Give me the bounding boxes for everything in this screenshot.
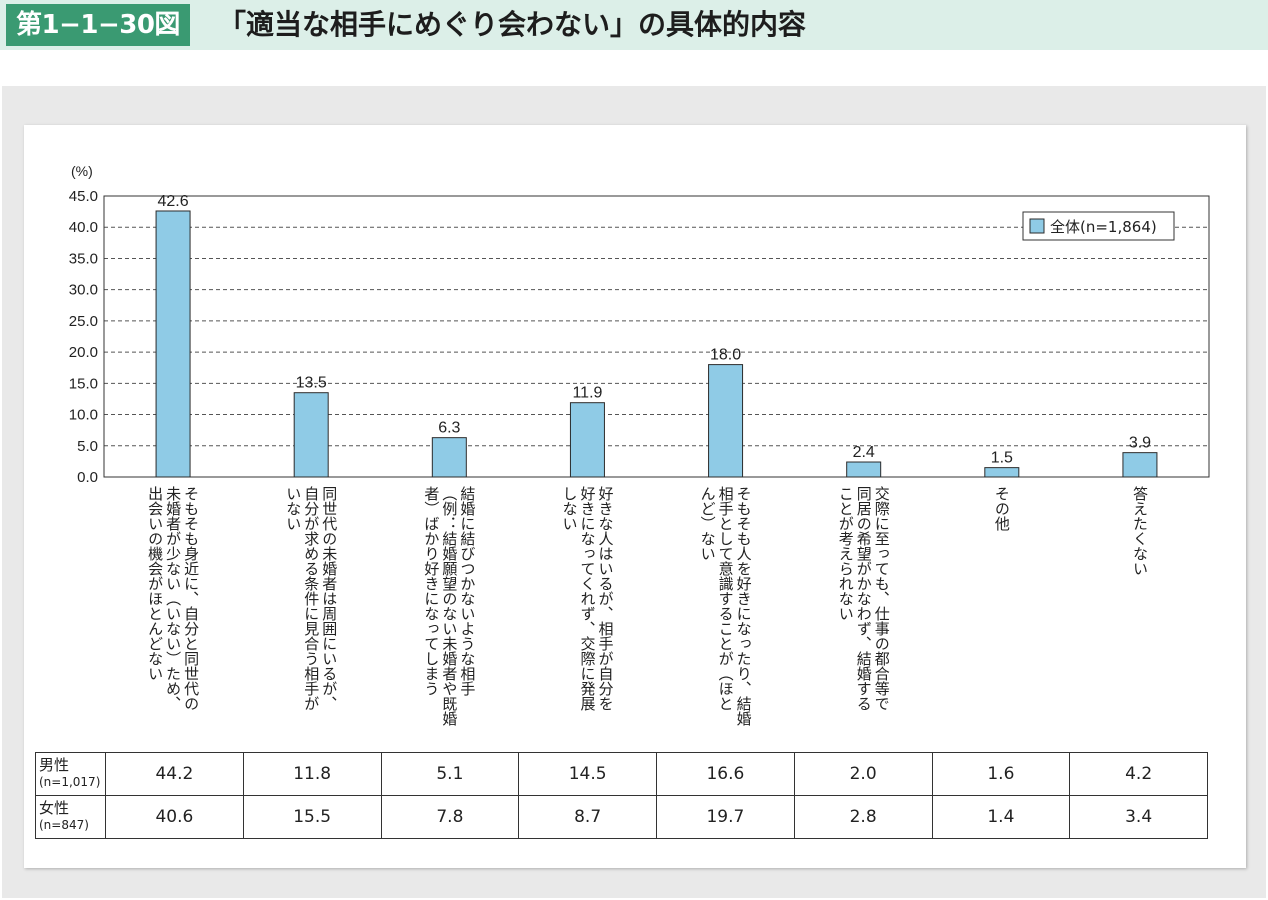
- category-label: その他: [993, 486, 1011, 532]
- breakdown-table: 男性 (n=1,017) 44.2 11.8 5.1 14.5 16.6 2.0 1.6 4.2 女…: [35, 752, 1208, 839]
- bar: [846, 461, 882, 478]
- y-tick-label: 20.0: [69, 344, 98, 361]
- table-cell: 5.1: [380, 752, 520, 796]
- category-label: （例：結婚願望のない未婚者や既婚: [440, 486, 458, 726]
- category-label: 出会いの機会がほとんどない: [146, 486, 164, 681]
- table-cell: 11.8: [242, 752, 382, 796]
- bar: [155, 210, 191, 478]
- y-tick-label: 30.0: [69, 282, 98, 299]
- category-label: 同世代の未婚者は周囲にいるが、: [320, 486, 338, 711]
- row-sample-size: (n=847): [39, 818, 89, 832]
- legend-swatch: [1029, 218, 1045, 234]
- table-cell: 4.2: [1069, 752, 1208, 796]
- bars: [155, 210, 1158, 478]
- table-cell: 7.8: [380, 795, 520, 839]
- y-tick-label: 40.0: [69, 219, 98, 236]
- category-label: 答えたくない: [1131, 486, 1149, 576]
- row-sample-size: (n=1,017): [39, 775, 101, 789]
- y-tick-label: 25.0: [69, 313, 98, 330]
- y-tick-label: 0.0: [77, 469, 98, 486]
- table-cell: 2.8: [793, 795, 933, 839]
- data-label: 13.5: [296, 375, 327, 392]
- category-label: 相手として意識することが（ほと: [717, 486, 735, 711]
- category-label: 好きになってくれず、交際に発展: [578, 486, 596, 711]
- data-label: 1.5: [991, 450, 1013, 467]
- y-tick-label: 10.0: [69, 407, 98, 424]
- legend-box: [1022, 211, 1175, 241]
- category-label: 自分が求める条件に見合う相手が: [302, 486, 320, 711]
- y-tick-label: 35.0: [69, 250, 98, 267]
- data-label: 42.6: [157, 193, 188, 210]
- bar: [984, 467, 1020, 478]
- category-label: ことが考えられない: [837, 486, 855, 621]
- category-label: 未婚者が少ない（いない）ため、: [164, 486, 182, 711]
- table-row: 女性 (n=847) 40.6 15.5 7.8 8.7 19.7 2.8 1.4 3.4: [35, 795, 1208, 839]
- figure-number: 第1−1−30図: [6, 4, 190, 46]
- table-cell: 40.6: [105, 795, 244, 839]
- y-tick-label: 45.0: [69, 188, 98, 205]
- category-label: そもそも人を好きになったり、結婚: [735, 486, 753, 726]
- data-label: 3.9: [1129, 435, 1151, 452]
- y-tick-label: 5.0: [77, 438, 98, 455]
- category-label: 交際に至っても、仕事の都合等で: [873, 485, 891, 711]
- table-cell: 14.5: [518, 752, 657, 796]
- bar: [708, 364, 744, 478]
- table-cell: 19.7: [656, 795, 795, 839]
- axes: [103, 195, 1210, 478]
- legend-label: 全体(n=1,864): [1050, 218, 1157, 236]
- category-label: そもそも身近に、自分と同世代の: [182, 486, 200, 711]
- table-cell: 44.2: [105, 752, 244, 796]
- data-label: 11.9: [572, 385, 602, 402]
- chart-card: [24, 125, 1246, 868]
- row-header: 女性 (n=847): [35, 795, 106, 839]
- title-bar: 第1−1−30図 「適当な相手にめぐり会わない」の具体的内容: [0, 0, 1268, 50]
- y-tick-labels: 45.0 40.0 35.0 30.0 25.0 20.0 15.0 10.0 5.0 0.0: [69, 188, 98, 486]
- category-label: 者）ばかり好きになってしまう: [422, 486, 440, 696]
- table-cell: 15.5: [242, 795, 382, 839]
- data-label: 18.0: [710, 347, 741, 364]
- plot-frame: [103, 195, 1210, 478]
- y-axis-unit: (%): [71, 163, 93, 179]
- category-label: しない: [560, 486, 578, 531]
- table-row: 男性 (n=1,017) 44.2 11.8 5.1 14.5 16.6 2.0 1.6 4.2: [35, 752, 1208, 796]
- category-labels: そもそも身近に、自分と同世代の未婚者が少ない（いない）ため、出会いの機会がほとん…: [146, 485, 1149, 726]
- table-cell: 16.6: [656, 752, 795, 796]
- bar-data-labels: 42.6 13.5 6.3 11.9 18.0 2.4 1.5 3.9: [157, 193, 1151, 467]
- y-tick-label: 15.0: [69, 375, 98, 392]
- table-cell: 8.7: [518, 795, 657, 839]
- category-label: 好きな人はいるが、相手が自分を: [596, 486, 614, 711]
- data-label: 2.4: [853, 444, 875, 461]
- bar: [1122, 452, 1158, 478]
- category-label: 結婚に結びつかないような相手: [458, 486, 476, 697]
- category-label: 同居の希望がかなわず、結婚する: [855, 486, 873, 711]
- row-header: 男性 (n=1,017): [35, 752, 106, 796]
- bar: [569, 402, 605, 478]
- bar: [293, 392, 329, 478]
- legend: 全体(n=1,864): [1022, 211, 1175, 241]
- table-cell: 2.0: [793, 752, 933, 796]
- row-label: 女性: [39, 799, 70, 817]
- table-cell: 3.4: [1069, 795, 1208, 839]
- gridlines: [104, 226, 1209, 447]
- category-label: いない: [284, 486, 302, 531]
- row-label: 男性: [39, 756, 70, 774]
- data-label: 6.3: [438, 420, 460, 437]
- table-cell: 1.6: [931, 752, 1071, 796]
- bar: [431, 437, 467, 478]
- figure-title: 「適当な相手にめぐり会わない」の具体的内容: [218, 8, 807, 41]
- category-label: んど）ない: [699, 486, 717, 561]
- table-cell: 1.4: [931, 795, 1071, 839]
